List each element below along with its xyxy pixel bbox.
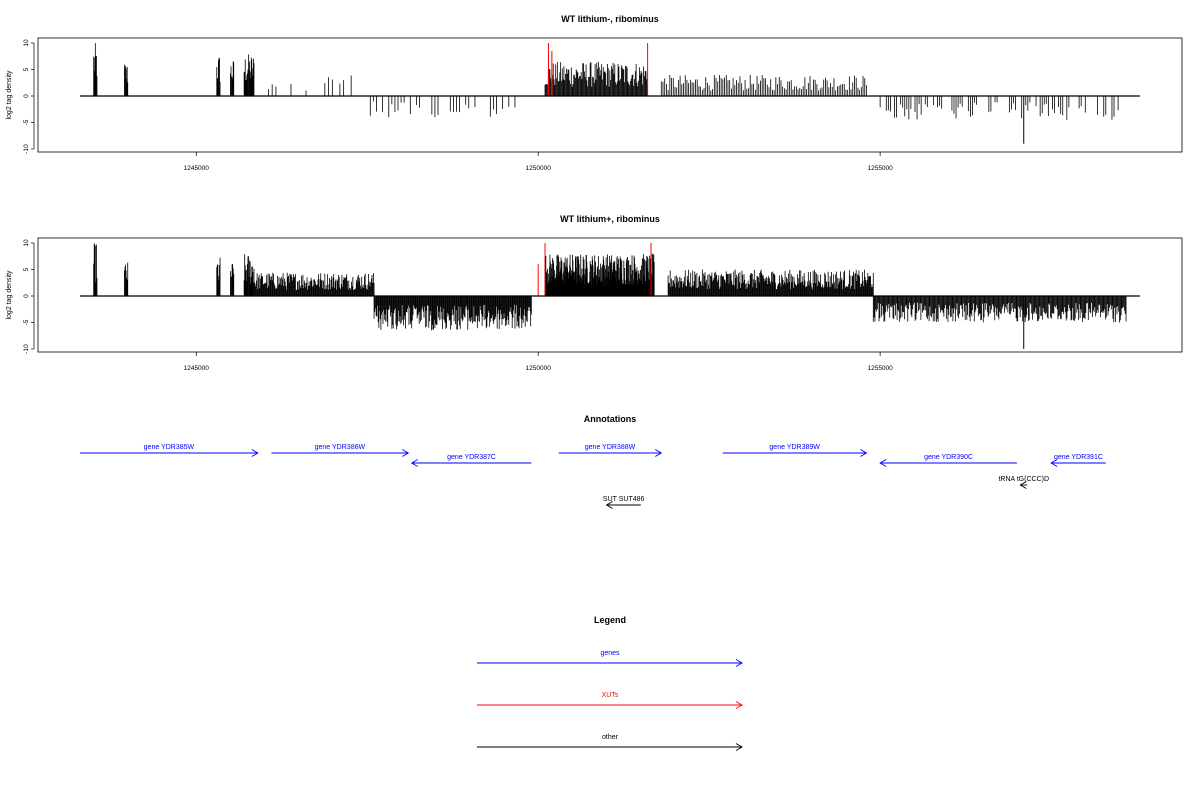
annotation-label: gene YDR385W bbox=[144, 444, 195, 451]
y-axis-label: log2 tag density bbox=[6, 70, 13, 120]
y-tick-label: 0 bbox=[23, 94, 30, 98]
density-segment bbox=[216, 257, 221, 296]
density-segment bbox=[93, 43, 98, 96]
density-segment bbox=[268, 75, 352, 96]
y-tick-label: 5 bbox=[23, 67, 30, 71]
density-segment bbox=[373, 296, 532, 331]
density-segment bbox=[369, 96, 516, 118]
density-segment bbox=[124, 64, 129, 96]
y-tick-label: -10 bbox=[23, 144, 30, 154]
y-tick-label: -5 bbox=[23, 119, 30, 125]
legend-title: Legend bbox=[594, 615, 626, 625]
track-title: WT lithium+, ribominus bbox=[560, 214, 660, 224]
annotation-label: gene YDR386W bbox=[315, 444, 366, 451]
annotation-arrow-head bbox=[1019, 481, 1027, 489]
x-tick-label: 1245000 bbox=[184, 365, 210, 372]
y-tick-label: 5 bbox=[23, 267, 30, 271]
density-segment bbox=[879, 96, 1119, 120]
annotation-arrow-head bbox=[410, 459, 418, 467]
y-axis-label: log2 tag density bbox=[6, 270, 13, 320]
annotation-arrow-head bbox=[605, 501, 613, 509]
x-tick-label: 1255000 bbox=[867, 365, 893, 372]
legend-label: genes bbox=[600, 650, 620, 657]
density-segment bbox=[93, 243, 98, 296]
density-segment bbox=[872, 296, 1127, 323]
density-segment bbox=[243, 254, 255, 296]
legend-arrow-head bbox=[735, 701, 743, 709]
y-tick-label: 10 bbox=[23, 239, 30, 247]
density-segment bbox=[124, 262, 129, 296]
axes: 10 5 0 -5 -10 1245000 1250000 1255000 bbox=[23, 37, 1183, 172]
density-segment bbox=[544, 61, 649, 96]
annotation-arrow-head bbox=[1050, 459, 1058, 467]
legend-label: XUTs bbox=[602, 692, 619, 699]
annotation-arrow-head bbox=[402, 449, 410, 457]
legend-arrow-head bbox=[735, 659, 743, 667]
density-bars bbox=[93, 243, 1127, 349]
x-tick-label: 1250000 bbox=[526, 365, 552, 372]
density-segment bbox=[243, 54, 255, 96]
plot-frame bbox=[37, 37, 1183, 153]
density-segment bbox=[230, 61, 235, 96]
annotation-label: gene YDR387C bbox=[447, 454, 496, 461]
annotation-arrow-head bbox=[860, 449, 868, 457]
y-tick-label: -5 bbox=[23, 319, 30, 325]
density-segment bbox=[216, 57, 221, 96]
density-segment bbox=[230, 264, 235, 296]
legend-panel: Legend genes XUTs other bbox=[477, 615, 743, 751]
annotation-label: tRNA tG(CCC)D bbox=[998, 476, 1049, 483]
annotation-arrow-head bbox=[879, 459, 887, 467]
annotation-label: gene YDR391C bbox=[1054, 454, 1103, 461]
y-tick-label: 0 bbox=[23, 294, 30, 298]
track-panel-lithium-minus: WT lithium-, ribominus log2 tag density … bbox=[6, 14, 1183, 172]
x-tick-label: 1255000 bbox=[867, 165, 893, 172]
y-tick-label: 10 bbox=[23, 39, 30, 47]
annotation-arrow-head bbox=[251, 449, 259, 457]
density-segment bbox=[667, 269, 874, 296]
axes: 10 5 0 -5 -10 1245000 1250000 1255000 bbox=[23, 237, 1183, 372]
density-segment bbox=[253, 272, 375, 296]
density-segment bbox=[544, 253, 655, 296]
annotation-label: gene YDR388W bbox=[585, 444, 636, 451]
annotations-title: Annotations bbox=[584, 414, 637, 424]
density-segment bbox=[660, 74, 867, 96]
x-tick-label: 1250000 bbox=[526, 165, 552, 172]
plot-frame bbox=[37, 237, 1183, 353]
y-tick-label: -10 bbox=[23, 344, 30, 354]
annotation-label: SUT SUT486 bbox=[603, 496, 645, 503]
annotation-label: gene YDR389W bbox=[769, 444, 820, 451]
annotations-panel: Annotations gene YDR385W gene YDR386W gene… bbox=[80, 414, 1106, 509]
annotation-label: gene YDR390C bbox=[924, 454, 973, 461]
density-bars bbox=[93, 43, 1119, 144]
legend-label: other bbox=[602, 734, 619, 741]
annotation-arrow-head bbox=[655, 449, 663, 457]
legend-arrow-head bbox=[735, 743, 743, 751]
track-panel-lithium-plus: WT lithium+, ribominus log2 tag density … bbox=[6, 214, 1183, 372]
track-title: WT lithium-, ribominus bbox=[561, 14, 659, 24]
x-tick-label: 1245000 bbox=[184, 165, 210, 172]
